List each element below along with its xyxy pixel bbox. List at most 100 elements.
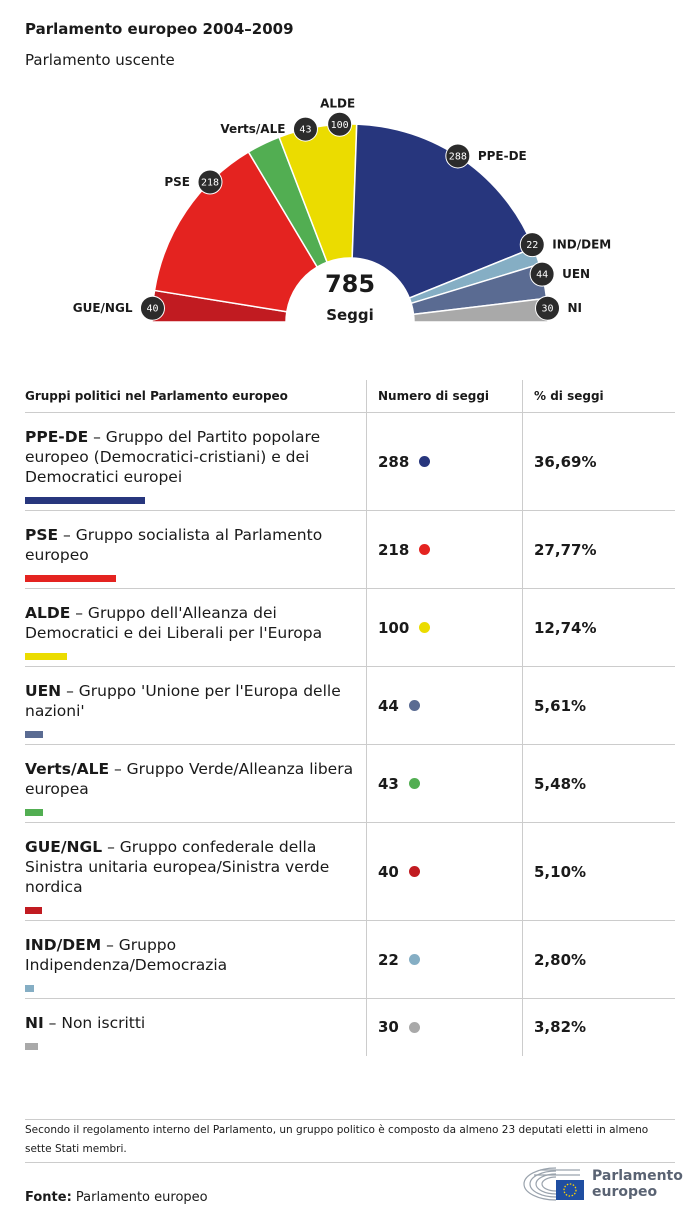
page-title: Parlamento europeo 2004–2009	[25, 20, 294, 38]
group-name: – Gruppo socialista al Parlamento europe…	[25, 526, 323, 564]
ep-logo: Parlamento europeo	[520, 1166, 683, 1202]
seats-cell: 22	[366, 920, 523, 999]
logo-line2: europeo	[592, 1184, 658, 1200]
group-name: – Gruppo Verde/Alleanza libera europea	[25, 760, 354, 798]
source-text: Parlamento europeo	[71, 1190, 208, 1205]
seat-badge-value: 22	[526, 240, 538, 251]
group-cell: UEN – Gruppo 'Unione per l'Europa delle …	[25, 666, 367, 745]
segment-label: PSE	[164, 175, 190, 189]
percent-value: 5,48%	[534, 774, 587, 793]
percent-value: 5,10%	[534, 862, 587, 881]
group-name: – Non iscritti	[43, 1014, 146, 1032]
seats-value: 44	[378, 696, 399, 715]
seat-badge	[292, 116, 318, 142]
group-abbr: UEN	[25, 682, 62, 700]
group-abbr: ALDE	[25, 604, 71, 622]
segment-label: UEN	[562, 267, 590, 281]
seat-badge	[197, 169, 223, 195]
color-dot	[419, 622, 431, 633]
seat-badge	[139, 295, 165, 321]
group-abbr: PSE	[25, 526, 59, 544]
seat-bar	[25, 985, 35, 992]
seat-bar	[25, 1043, 38, 1050]
seat-bar	[25, 575, 116, 582]
seat-badge	[445, 143, 471, 169]
seats-cell: 40	[366, 822, 523, 921]
source-label: Fonte:	[25, 1190, 72, 1205]
seats-value: 100	[378, 618, 410, 637]
seats-cell: 100	[366, 588, 523, 667]
color-dot	[408, 1021, 420, 1033]
logo-line1: Parlamento	[592, 1168, 683, 1184]
groups-table: Gruppi politici nel Parlamento europeo N…	[25, 380, 675, 1056]
footnote: Secondo il regolamento interno del Parla…	[25, 1119, 675, 1163]
color-dot	[408, 954, 420, 965]
table-row: GUE/NGL – Gruppo confederale della Sinis…	[25, 822, 675, 921]
percent-cell: 5,48%	[522, 744, 675, 823]
segment-pse	[153, 150, 319, 313]
group-name: – Gruppo del Partito popolare europeo (D…	[25, 428, 321, 486]
percent-cell: 36,69%	[522, 412, 675, 511]
seat-badge-value: 288	[449, 151, 467, 162]
segment-label: PPE-DE	[478, 149, 527, 163]
table-row: UEN – Gruppo 'Unione per l'Europa delle …	[25, 666, 675, 745]
group-name: – Gruppo Indipendenza/Democrazia	[25, 936, 228, 974]
group-cell: ALDE – Gruppo dell'Alleanza dei Democrat…	[25, 588, 367, 667]
seats-cell: 43	[366, 744, 523, 823]
seat-badge-value: 218	[201, 177, 219, 188]
group-cell: NI – Non iscritti	[25, 999, 367, 1056]
group-abbr: GUE/NGL	[25, 838, 103, 856]
seats-value: 22	[378, 950, 399, 969]
source: Fonte: Parlamento europeo	[25, 1190, 208, 1205]
seat-bar	[25, 731, 44, 738]
segment-label: Verts/ALE	[220, 122, 285, 136]
group-name: – Gruppo dell'Alleanza dei Democratici e…	[25, 604, 323, 642]
group-cell: IND/DEM – Gruppo Indipendenza/Democrazia	[25, 920, 367, 999]
seats-value: 43	[378, 774, 399, 793]
percent-cell: 5,10%	[522, 822, 675, 921]
seat-badge-value: 40	[146, 304, 158, 315]
header-percent: % di seggi	[522, 380, 675, 413]
seat-badge-value: 43	[299, 125, 311, 136]
table-row: IND/DEM – Gruppo Indipendenza/Democrazia…	[25, 920, 675, 999]
segment-label: IND/DEM	[552, 238, 611, 252]
percent-value: 36,69%	[534, 452, 597, 471]
group-cell: PSE – Gruppo socialista al Parlamento eu…	[25, 510, 367, 589]
group-cell: Verts/ALE – Gruppo Verde/Alleanza libera…	[25, 744, 367, 823]
group-abbr: PPE-DE	[25, 428, 89, 446]
segment-label: NI	[568, 301, 583, 315]
percent-value: 12,74%	[534, 618, 597, 637]
percent-value: 27,77%	[534, 540, 597, 559]
header-seats: Numero di seggi	[366, 380, 523, 413]
group-cell: GUE/NGL – Gruppo confederale della Sinis…	[25, 822, 367, 921]
percent-value: 5,61%	[534, 696, 587, 715]
color-dot	[419, 544, 431, 555]
seats-cell: 288	[366, 412, 523, 511]
color-dot	[419, 456, 431, 467]
seats-value: 30	[378, 1018, 399, 1037]
color-dot	[408, 866, 420, 877]
percent-cell: 3,82%	[522, 998, 675, 1056]
color-dot	[408, 778, 420, 789]
table-row: PSE – Gruppo socialista al Parlamento eu…	[25, 510, 675, 589]
segment-label: ALDE	[320, 96, 355, 110]
group-abbr: IND/DEM	[25, 936, 102, 954]
group-abbr: NI	[25, 1014, 44, 1032]
header-groups: Gruppi politici nel Parlamento europeo	[25, 380, 367, 413]
seats-value: 288	[378, 452, 410, 471]
seats-value: 218	[378, 540, 410, 559]
seat-badge-value: 100	[331, 120, 349, 131]
group-name: – Gruppo confederale della Sinistra unit…	[25, 838, 330, 896]
seats-value: 40	[378, 862, 399, 881]
seat-badge-value: 44	[536, 270, 548, 281]
color-dot	[408, 700, 420, 711]
percent-cell: 2,80%	[522, 920, 675, 999]
group-abbr: Verts/ALE	[25, 760, 110, 778]
percent-value: 2,80%	[534, 950, 587, 969]
group-name: – Gruppo 'Unione per l'Europa delle nazi…	[25, 682, 341, 720]
seat-badge-value: 30	[541, 304, 553, 315]
seats-cell: 218	[366, 510, 523, 589]
seats-cell: 30	[366, 998, 523, 1056]
hemicycle-chart: 40 GUE/NGL 218 PSE 43 Verts/ALE 100 ALDE 288 PPE-…	[73, 96, 611, 324]
